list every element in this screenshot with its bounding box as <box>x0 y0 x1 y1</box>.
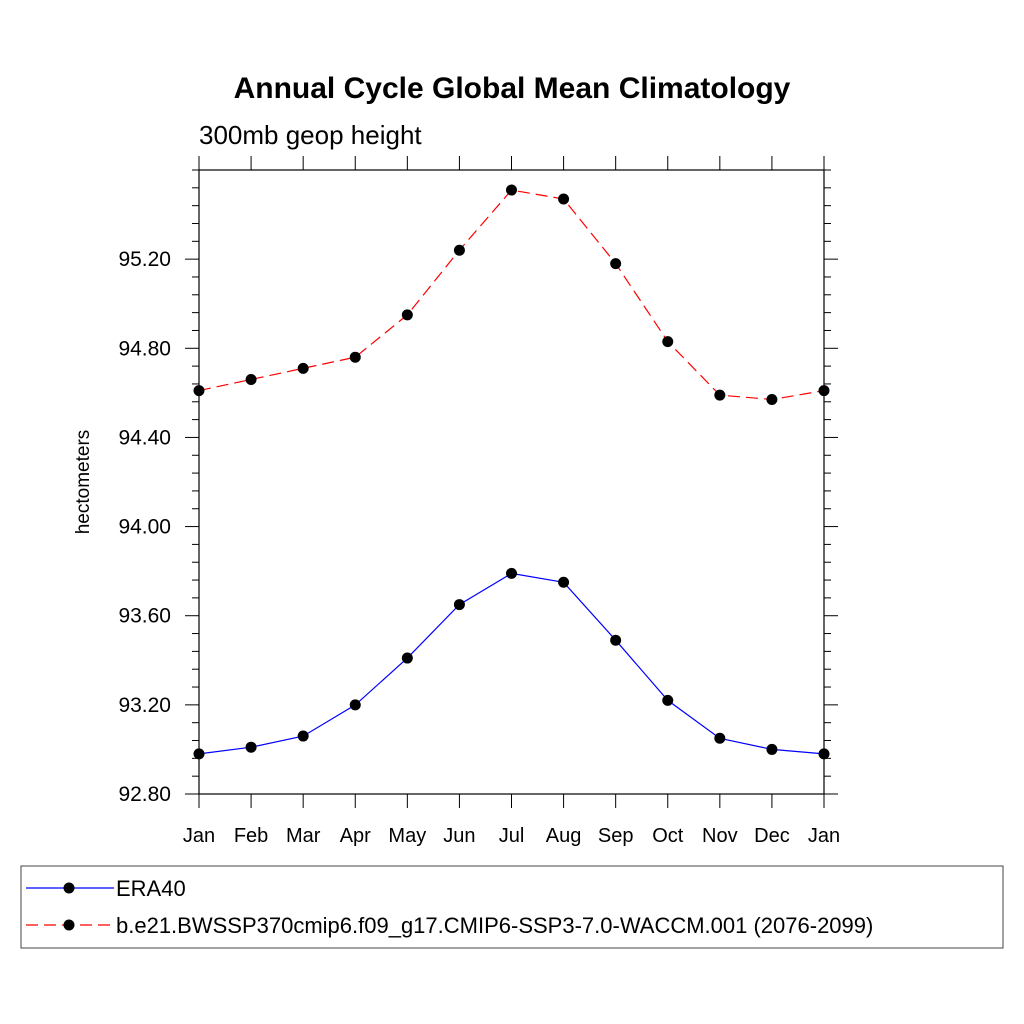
data-point <box>506 184 517 196</box>
data-point <box>558 576 570 588</box>
data-point <box>558 193 570 205</box>
x-tick-label: Oct <box>652 825 684 847</box>
data-point <box>714 389 726 401</box>
series-line-1 <box>198 572 825 755</box>
x-tick-label: Mar <box>286 825 321 847</box>
y-tick-label: 94.40 <box>118 426 171 449</box>
chart-title: Annual Cycle Global Mean Climatology <box>234 72 791 105</box>
legend: ERA40 b.e21.BWSSP370cmip6.f09_g17.CMIP6-S… <box>26 876 873 938</box>
y-tick-label: 95.20 <box>118 248 171 271</box>
data-point <box>401 652 413 664</box>
data-point <box>245 373 257 385</box>
data-point <box>506 567 517 579</box>
data-point <box>766 743 778 755</box>
x-tick-label: Apr <box>340 825 371 847</box>
data-point <box>453 599 465 611</box>
data-point <box>662 336 674 348</box>
legend-label-1: ERA40 <box>116 876 186 901</box>
series-points <box>193 184 830 760</box>
chart-subtitle: 300mb geop height <box>199 120 422 150</box>
axis-ticks <box>185 156 838 808</box>
x-tick-label: Jul <box>499 825 525 847</box>
data-point <box>766 394 778 406</box>
x-tick-label: Sep <box>598 825 634 847</box>
x-tick-label: Jun <box>443 825 475 847</box>
data-point <box>818 748 830 760</box>
data-point <box>453 244 465 256</box>
y-tick-label: 94.80 <box>118 337 171 360</box>
data-point <box>193 385 205 397</box>
series-line-2 <box>198 189 825 401</box>
data-point <box>297 730 309 742</box>
data-point <box>610 258 622 270</box>
data-point <box>193 748 205 760</box>
y-tick-label: 93.20 <box>118 694 171 717</box>
legend-marker-2 <box>63 919 75 931</box>
data-point <box>297 362 309 374</box>
legend-label-2: b.e21.BWSSP370cmip6.f09_g17.CMIP6-SSP3-7… <box>116 913 873 938</box>
x-tick-label: Nov <box>702 825 738 847</box>
x-tick-labels: Jan Feb Mar Apr May Jun Jul Aug Sep Oct Nov Dec Jan <box>183 825 840 847</box>
data-point <box>662 694 674 706</box>
y-tick-labels: 92.80 93.20 93.60 94.00 94.40 94.80 95.20 <box>118 248 171 806</box>
data-point <box>610 634 622 646</box>
data-point <box>714 732 726 744</box>
x-tick-label: May <box>388 825 426 847</box>
y-tick-label: 92.80 <box>118 783 171 806</box>
y-tick-label: 93.60 <box>118 605 171 628</box>
x-tick-label: Jan <box>808 825 840 847</box>
data-point <box>349 351 361 363</box>
y-axis-label: hectometers <box>73 430 94 535</box>
x-tick-label: Feb <box>234 825 268 847</box>
y-tick-label: 94.00 <box>118 516 171 539</box>
series-lines <box>198 189 825 755</box>
data-point <box>245 741 257 753</box>
plot-frame <box>198 169 825 795</box>
x-tick-label: Aug <box>546 825 582 847</box>
x-tick-label: Jan <box>183 825 215 847</box>
legend-box <box>20 865 1004 949</box>
data-point <box>401 309 413 321</box>
data-point <box>818 385 830 397</box>
data-point <box>349 699 361 711</box>
x-tick-label: Dec <box>754 825 790 847</box>
legend-marker-1 <box>63 882 75 894</box>
